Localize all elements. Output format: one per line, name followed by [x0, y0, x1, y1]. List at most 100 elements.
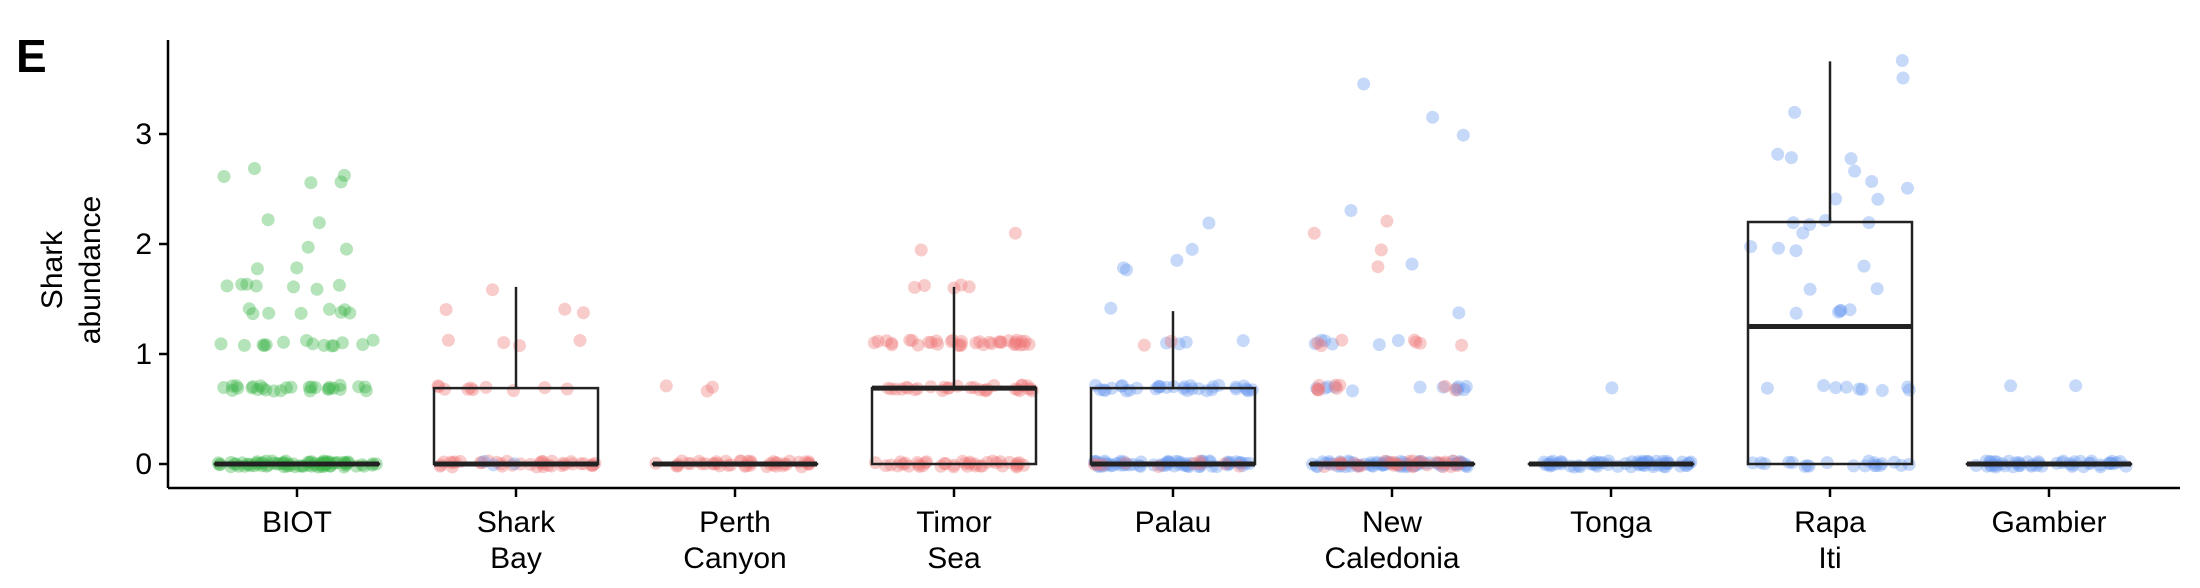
data-point-timor-sea	[922, 335, 936, 349]
data-point-palau	[1153, 380, 1167, 394]
data-point-timor-sea	[969, 336, 983, 350]
data-point-timor-sea	[885, 336, 899, 350]
data-point-biot	[333, 382, 347, 396]
data-point-rapa-iti	[1772, 241, 1785, 255]
data-point-biot	[245, 381, 259, 395]
data-point-new-caledonia	[1371, 260, 1385, 274]
data-point-new-caledonia	[1455, 338, 1469, 352]
data-point-shark-bay	[486, 283, 499, 297]
data-point-timor-sea	[947, 460, 961, 474]
data-point-biot	[248, 162, 261, 175]
y-axis-title-line-1: Shark	[36, 230, 69, 309]
data-point-rapa-iti	[1800, 459, 1814, 473]
data-point-timor-sea	[1013, 338, 1027, 352]
data-point-biot	[250, 262, 264, 276]
data-point-biot	[356, 338, 370, 351]
y-tick-label: 2	[135, 228, 152, 261]
data-point-timor-sea	[962, 280, 976, 294]
data-point-biot	[231, 381, 245, 395]
data-point-biot	[338, 303, 352, 317]
data-point-palau	[1160, 336, 1174, 350]
data-point-new-caledonia	[1333, 378, 1347, 392]
x-tick-label-timor-sea: Sea	[927, 542, 981, 575]
data-point-rapa-iti	[1771, 147, 1785, 161]
y-axis-title: Shark abundance	[36, 196, 107, 344]
data-point-timor-sea	[1022, 337, 1036, 351]
data-point-rapa-iti	[1857, 259, 1871, 273]
data-point-biot	[257, 339, 271, 353]
data-point-rapa-iti	[1896, 71, 1910, 85]
data-point-palau	[1212, 378, 1226, 392]
data-point-new-caledonia	[1374, 243, 1388, 257]
data-point-palau	[1120, 263, 1133, 277]
data-point-timor-sea	[910, 456, 924, 469]
data-point-biot	[249, 279, 263, 293]
data-point-biot	[325, 339, 339, 353]
data-point-rapa-iti	[1820, 456, 1834, 470]
data-point-rapa-iti	[1887, 455, 1901, 469]
data-point-rapa-iti	[1829, 381, 1843, 395]
data-point-shark-bay	[497, 336, 511, 350]
data-point-timor-sea	[963, 455, 977, 469]
data-point-timor-sea	[1015, 334, 1029, 348]
data-point-shark-bay	[506, 384, 520, 398]
data-point-new-caledonia	[1426, 110, 1440, 124]
data-point-new-caledonia	[1372, 338, 1386, 352]
data-point-biot	[322, 380, 336, 394]
data-point-biot	[340, 242, 353, 256]
data-point-palau	[1179, 335, 1193, 349]
data-point-rapa-iti	[1855, 382, 1869, 396]
data-point-new-caledonia	[1314, 339, 1328, 353]
data-point-rapa-iti	[1852, 382, 1866, 396]
x-tick-label-perth-canyon: Perth	[699, 506, 771, 539]
data-point-new-caledonia	[1312, 383, 1326, 397]
data-point-biot	[287, 280, 300, 294]
data-point-new-caledonia	[1328, 378, 1342, 392]
data-point-biot	[343, 306, 357, 320]
x-tick-label-perth-canyon: Canyon	[683, 542, 786, 575]
data-point-new-caledonia	[1328, 380, 1342, 394]
data-point-palau	[1152, 379, 1166, 393]
data-point-biot	[335, 336, 349, 350]
data-point-rapa-iti	[1902, 383, 1916, 397]
data-point-timor-sea	[985, 337, 999, 351]
data-point-new-caledonia	[1311, 383, 1325, 396]
data-point-biot	[277, 335, 290, 349]
data-point-biot	[302, 380, 316, 394]
data-point-new-caledonia	[1325, 337, 1339, 351]
data-point-timor-sea	[905, 334, 919, 347]
data-point-timor-sea	[954, 278, 968, 292]
data-point-new-caledonia	[1357, 77, 1371, 91]
data-point-biot	[214, 337, 228, 351]
data-point-biot	[317, 338, 331, 352]
data-point-biot	[217, 170, 231, 183]
data-point-shark-bay	[466, 383, 480, 397]
panel-label: E	[16, 30, 47, 82]
data-point-new-caledonia	[1314, 333, 1328, 347]
data-point-timor-sea	[1008, 226, 1022, 240]
data-point-timor-sea	[885, 338, 899, 352]
data-point-biot	[359, 384, 373, 398]
data-point-biot	[323, 302, 336, 316]
data-point-shark-bay	[439, 303, 453, 316]
data-point-timor-sea	[917, 279, 931, 292]
data-point-rapa-iti	[1803, 282, 1817, 296]
data-point-biot	[333, 378, 347, 392]
data-point-rapa-iti	[1858, 459, 1872, 473]
data-point-rapa-iti	[1760, 381, 1774, 395]
data-point-timor-sea	[1017, 458, 1031, 472]
data-point-biot	[326, 381, 340, 395]
data-point-palau	[1240, 383, 1254, 397]
data-point-timor-sea	[1010, 333, 1024, 347]
data-point-timor-sea	[1009, 335, 1022, 349]
data-point-perth-canyon	[700, 384, 714, 398]
data-point-biot	[235, 277, 249, 291]
data-point-rapa-iti	[1873, 459, 1887, 473]
data-point-palau	[1206, 380, 1220, 394]
data-point-biot	[259, 383, 273, 397]
data-point-rapa-iti	[1844, 152, 1858, 166]
x-tick-label-rapa-iti: Iti	[1818, 542, 1841, 575]
data-point-rapa-iti	[1871, 192, 1885, 206]
data-point-biot	[217, 381, 231, 394]
data-point-timor-sea	[947, 458, 961, 472]
